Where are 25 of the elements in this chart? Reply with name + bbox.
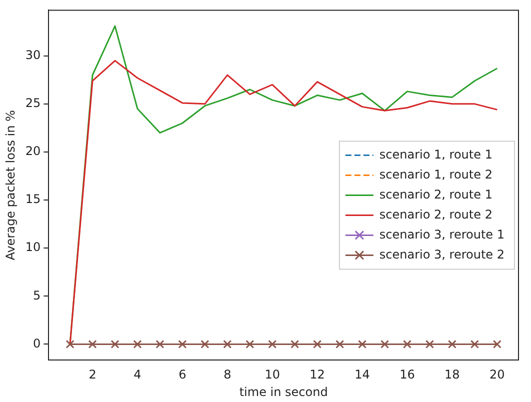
y-tick-label: 15 (25, 192, 41, 206)
x-tick-label: 2 (88, 368, 96, 382)
x-tick-label: 20 (490, 368, 505, 382)
x-tick-label: 10 (264, 368, 280, 382)
x-tick-label: 12 (310, 368, 325, 382)
legend-label: scenario 3, reroute 2 (379, 247, 505, 262)
y-tick-label: 0 (33, 336, 41, 350)
y-tick-label: 5 (33, 288, 41, 302)
legend-label: scenario 1, route 1 (379, 147, 492, 162)
x-tick-label: 14 (354, 368, 370, 382)
legend-label: scenario 3, reroute 1 (379, 227, 505, 242)
legend-label: scenario 2, route 2 (379, 207, 492, 222)
x-tick-label: 16 (400, 368, 415, 382)
y-tick-label: 30 (25, 48, 41, 62)
x-tick-label: 18 (444, 368, 460, 382)
x-tick-label: 8 (224, 368, 232, 382)
x-axis-title: time in second (239, 384, 328, 399)
x-tick-label: 6 (178, 368, 186, 382)
y-tick-label: 25 (25, 96, 41, 110)
x-tick-label: 4 (134, 368, 142, 382)
y-tick-label: 10 (25, 240, 41, 254)
y-tick-label: 20 (25, 144, 41, 158)
y-axis-title: Average packet loss in % (3, 110, 18, 260)
legend-label: scenario 1, route 2 (379, 167, 492, 182)
legend-label: scenario 2, route 1 (379, 187, 492, 202)
